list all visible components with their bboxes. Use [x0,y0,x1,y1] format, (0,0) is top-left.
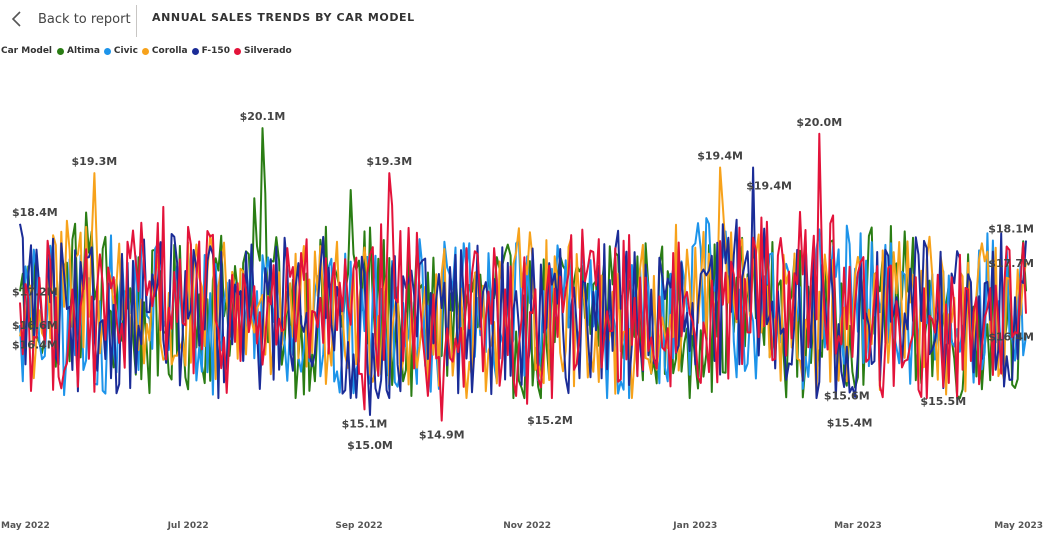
data-label: $15.1M [342,417,388,430]
legend-dot [141,47,149,55]
data-label: $19.3M [366,155,412,168]
data-label: $15.0M [347,439,393,452]
data-label: $15.2M [527,414,573,427]
legend-dot [57,47,65,55]
legend-label: Altima [67,46,100,56]
x-tick-label: Jan 2023 [672,521,717,531]
legend-item-corolla[interactable]: Corolla [141,46,188,56]
series-line-silverado[interactable] [19,132,1027,422]
x-tick-label: May 2022 [1,521,50,531]
data-label: $16.6M [12,319,58,332]
legend-dot [191,47,199,55]
data-label: $19.4M [697,150,743,163]
data-label: $15.4M [827,417,873,430]
back-to-report-label: Back to report [38,11,131,27]
data-label: $19.4M [746,180,792,193]
x-tick-label: Sep 2022 [335,521,382,531]
header-divider [136,5,137,37]
legend-item-civic[interactable]: Civic [103,46,138,56]
data-label: $20.1M [240,110,286,123]
data-label: $15.5M [920,395,966,408]
x-tick-label: Mar 2023 [834,521,882,531]
legend-label: Silverado [243,46,292,56]
legend-dot [233,47,241,55]
data-label: $18.1M [988,223,1034,236]
data-label: $20.0M [796,116,842,129]
data-label: $14.9M [419,429,465,442]
line-chart: $20.1M $19.3M $19.3M $19.4M $19.4M $20.0M $18.… [1,110,1043,531]
data-label: $16.4M [988,330,1034,343]
chart-legend: Car Model Altima Civic Corolla F-150 Silvera… [1,46,296,56]
data-label: $18.4M [12,206,58,219]
legend-item-f-150[interactable]: F-150 [191,46,230,56]
report-header: Back to report ANNUAL SALES TRENDS BY CA… [0,0,1046,40]
chevron-left-icon [11,11,21,27]
page-title: ANNUAL SALES TRENDS BY CAR MODEL [152,11,415,24]
legend-label: Civic [113,46,138,56]
legend-label: Corolla [151,46,188,56]
x-tick-label: Nov 2022 [503,521,551,531]
back-to-report-button[interactable]: Back to report [10,6,131,32]
data-label: $19.3M [72,155,118,168]
legend-item-silverado[interactable]: Silverado [233,46,292,56]
data-label: $17.2M [12,285,58,298]
x-tick-label: Jul 2022 [167,521,209,531]
legend-title: Car Model [1,46,53,56]
legend-dot [103,47,111,55]
x-tick-label: May 2023 [994,521,1043,531]
data-label: $15.6M [824,389,870,402]
data-label: $16.4M [12,338,58,351]
data-label: $17.7M [988,257,1034,270]
series-line-f-150[interactable] [19,166,1027,416]
legend-item-altima[interactable]: Altima [57,46,100,56]
legend-label: F-150 [201,46,230,56]
